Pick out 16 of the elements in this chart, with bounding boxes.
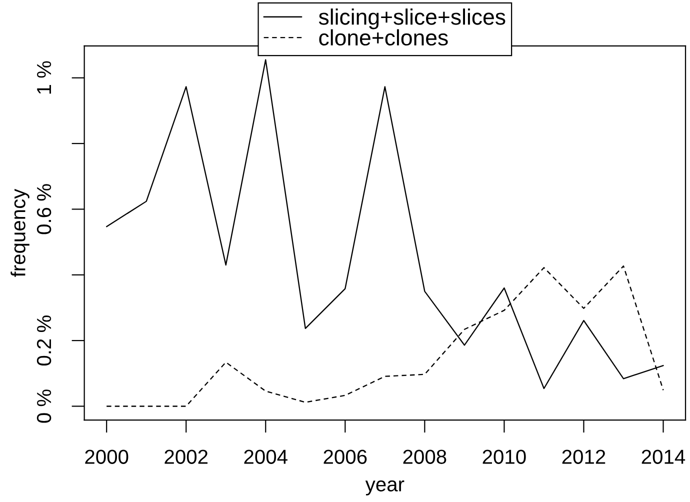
x-axis-title: year [365,480,404,496]
y-tick-label: 0.2 % [36,316,52,366]
x-tick-label: 2014 [642,450,686,464]
legend-label: slicing+slice+slices [318,8,506,30]
x-tick-label: 2004 [244,450,288,464]
y-tick-label: 1 % [37,61,52,94]
x-tick-label: 2008 [403,450,446,464]
x-tick-label: 2000 [85,450,128,464]
x-tick-label: 2012 [562,450,606,464]
y-axis-title: frequency [10,188,30,277]
x-tick-label: 2010 [482,450,526,464]
y-tick-label: 0 % [36,390,52,423]
y-tick-label: 0.6 % [36,184,52,234]
x-tick-label: 2002 [164,450,208,464]
x-tick-label: 2006 [324,450,367,464]
legend-label: clone+clones [319,29,448,46]
